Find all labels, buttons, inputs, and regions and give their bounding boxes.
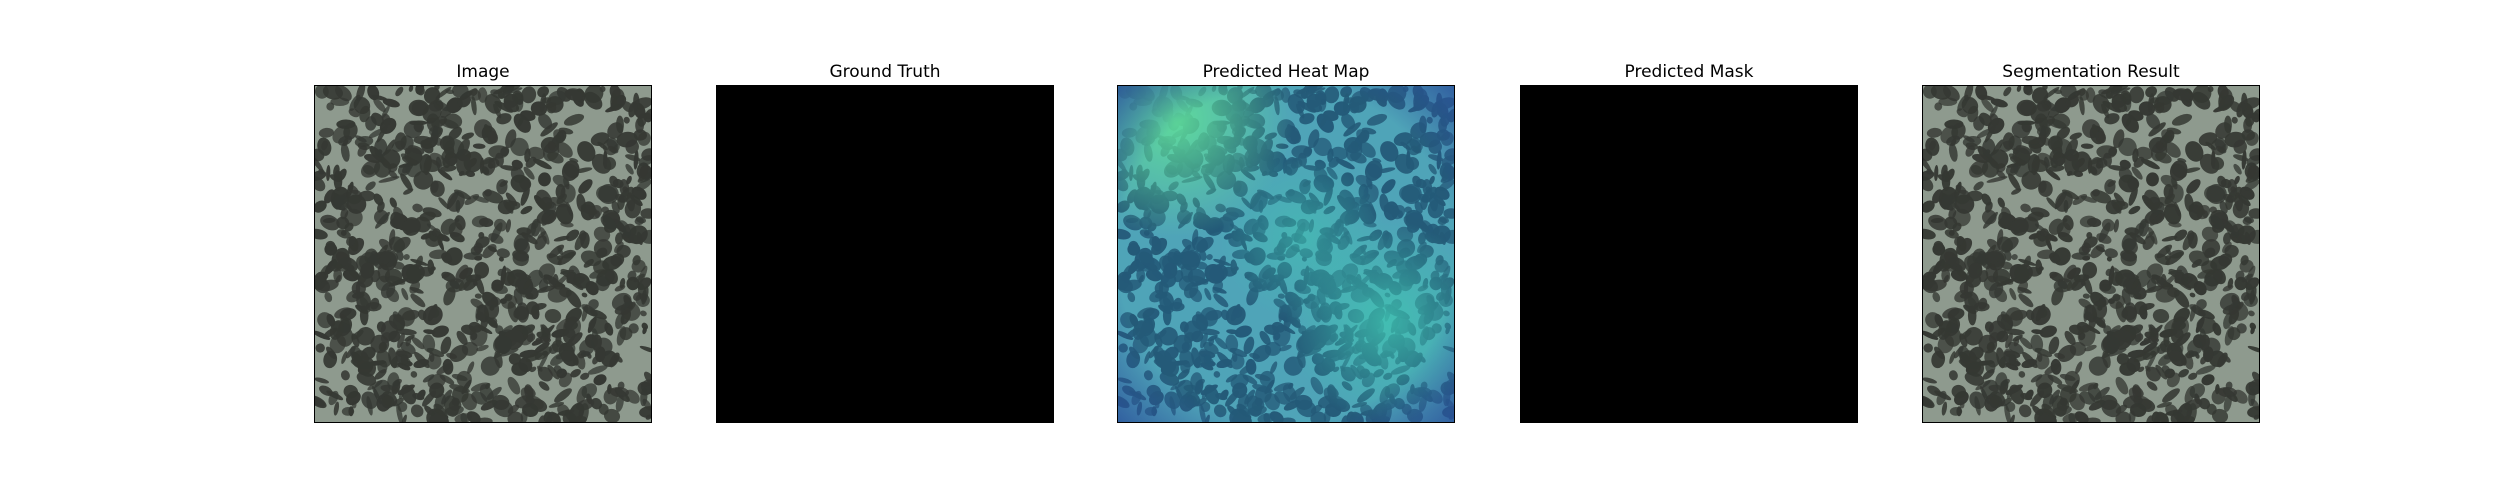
segmentation-result-frame xyxy=(1922,85,2260,423)
panel-predicted-mask: Predicted Mask xyxy=(1520,60,1858,423)
panel-title: Predicted Heat Map xyxy=(1202,62,1370,82)
image-frame xyxy=(314,85,652,423)
ground-truth-mask xyxy=(717,86,1053,422)
input-texture-image xyxy=(315,86,651,422)
segmentation-result-image xyxy=(1923,86,2259,422)
panel-title: Predicted Mask xyxy=(1624,62,1754,82)
ground-truth-frame xyxy=(716,85,1054,423)
predicted-mask-frame xyxy=(1520,85,1858,423)
panel-predicted-heat-map: Predicted Heat Map xyxy=(1117,60,1455,423)
panel-segmentation-result: Segmentation Result xyxy=(1922,60,2260,423)
panel-title: Ground Truth xyxy=(829,62,941,82)
predicted-heat-map xyxy=(1118,86,1454,422)
panel-ground-truth: Ground Truth xyxy=(716,60,1054,423)
heat-map-frame xyxy=(1117,85,1455,423)
predicted-mask xyxy=(1521,86,1857,422)
panel-image: Image xyxy=(314,60,652,423)
panel-title: Image xyxy=(456,62,510,82)
panel-title: Segmentation Result xyxy=(2002,62,2180,82)
